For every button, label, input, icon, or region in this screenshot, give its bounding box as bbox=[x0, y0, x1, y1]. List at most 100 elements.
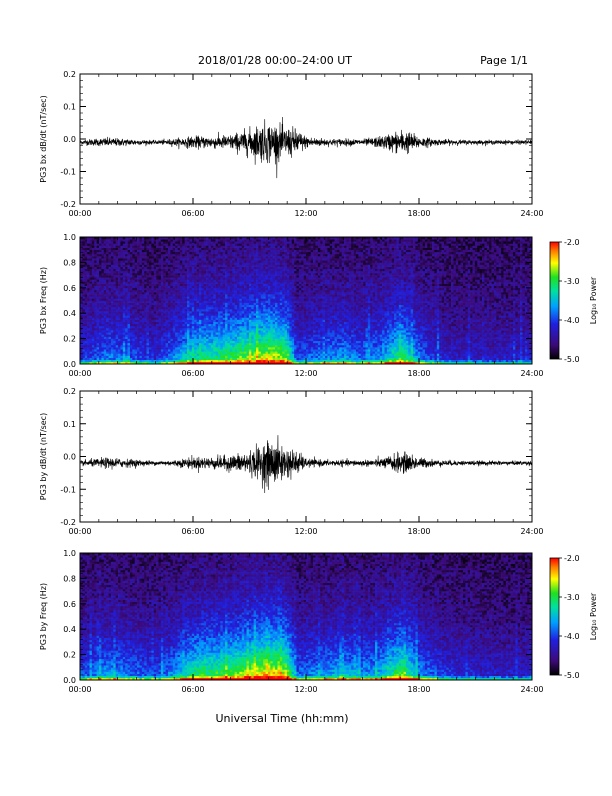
heatmap-cell bbox=[144, 328, 147, 330]
heatmap-cell bbox=[120, 286, 123, 288]
heatmap-cell bbox=[128, 307, 131, 309]
heatmap-cell bbox=[156, 341, 159, 343]
heatmap-cell bbox=[101, 343, 104, 345]
heatmap-cell bbox=[118, 324, 121, 326]
heatmap-cell bbox=[170, 307, 173, 309]
heatmap-cell bbox=[256, 322, 259, 324]
heatmap-cell bbox=[120, 296, 123, 298]
heatmap-cell bbox=[192, 317, 195, 319]
heatmap-cell bbox=[166, 296, 169, 298]
heatmap-cell bbox=[111, 351, 114, 353]
heatmap-cell bbox=[218, 273, 221, 275]
heatmap-cell bbox=[230, 330, 233, 332]
heatmap-cell bbox=[120, 239, 123, 241]
heatmap-cell bbox=[85, 334, 88, 336]
heatmap-cell bbox=[258, 301, 261, 303]
heatmap-cell bbox=[258, 267, 261, 269]
heatmap-cell bbox=[199, 332, 202, 334]
heatmap-cell bbox=[199, 315, 202, 317]
heatmap-cell bbox=[97, 243, 100, 245]
heatmap-cell bbox=[139, 269, 142, 271]
heatmap-cell bbox=[161, 353, 164, 355]
heatmap-cell bbox=[216, 288, 219, 290]
heatmap-cell bbox=[109, 298, 112, 300]
heatmap-cell bbox=[206, 279, 209, 281]
heatmap-cell bbox=[144, 250, 147, 252]
heatmap-cell bbox=[204, 311, 207, 313]
heatmap-cell bbox=[137, 265, 140, 267]
heatmap-cell bbox=[239, 279, 242, 281]
heatmap-cell bbox=[180, 241, 183, 243]
heatmap-cell bbox=[85, 284, 88, 286]
heatmap-cell bbox=[249, 284, 252, 286]
heatmap-cell bbox=[180, 313, 183, 315]
heatmap-cell bbox=[82, 330, 85, 332]
heatmap-cell bbox=[216, 339, 219, 341]
heatmap-cell bbox=[111, 347, 114, 349]
heatmap-cell bbox=[235, 360, 238, 362]
heatmap-cell bbox=[199, 326, 202, 328]
heatmap-cell bbox=[194, 360, 197, 362]
heatmap-cell bbox=[123, 330, 126, 332]
heatmap-cell bbox=[216, 277, 219, 279]
heatmap-cell bbox=[251, 262, 254, 264]
heatmap-cell bbox=[142, 353, 145, 355]
heatmap-cell bbox=[180, 239, 183, 241]
heatmap-cell bbox=[94, 273, 97, 275]
heatmap-cell bbox=[225, 256, 228, 258]
heatmap-cell bbox=[237, 269, 240, 271]
heatmap-cell bbox=[220, 334, 223, 336]
heatmap-cell bbox=[149, 343, 152, 345]
heatmap-cell bbox=[178, 328, 181, 330]
page-indicator: Page 1/1 bbox=[480, 54, 528, 67]
heatmap-cell bbox=[166, 322, 169, 324]
heatmap-cell bbox=[123, 349, 126, 351]
heatmap-cell bbox=[85, 303, 88, 305]
heatmap-cell bbox=[268, 311, 271, 313]
heatmap-cell bbox=[213, 296, 216, 298]
heatmap-cell bbox=[182, 311, 185, 313]
heatmap-cell bbox=[163, 349, 166, 351]
heatmap-cell bbox=[180, 262, 183, 264]
heatmap-cell bbox=[261, 258, 264, 260]
heatmap-cell bbox=[104, 281, 107, 283]
heatmap-cell bbox=[94, 309, 97, 311]
heatmap-cell bbox=[85, 292, 88, 294]
heatmap-cell bbox=[213, 248, 216, 250]
heatmap-cell bbox=[106, 360, 109, 362]
heatmap-cell bbox=[230, 267, 233, 269]
heatmap-cell bbox=[251, 288, 254, 290]
heatmap-cell bbox=[97, 341, 100, 343]
heatmap-cell bbox=[113, 330, 116, 332]
heatmap-cell bbox=[258, 271, 261, 273]
heatmap-cell bbox=[185, 252, 188, 254]
heatmap-cell bbox=[230, 292, 233, 294]
heatmap-cell bbox=[113, 349, 116, 351]
heatmap-cell bbox=[101, 322, 104, 324]
heatmap-cell bbox=[135, 286, 138, 288]
heatmap-cell bbox=[82, 349, 85, 351]
heatmap-cell bbox=[204, 248, 207, 250]
heatmap-cell bbox=[106, 326, 109, 328]
heatmap-cell bbox=[213, 281, 216, 283]
heatmap-cell bbox=[137, 241, 140, 243]
heatmap-cell bbox=[166, 349, 169, 351]
heatmap-cell bbox=[197, 294, 200, 296]
heatmap-cell bbox=[168, 275, 171, 277]
heatmap-cell bbox=[130, 267, 133, 269]
heatmap-cell bbox=[182, 273, 185, 275]
heatmap-cell bbox=[258, 322, 261, 324]
heatmap-cell bbox=[170, 252, 173, 254]
heatmap-cell bbox=[266, 265, 269, 267]
heatmap-cell bbox=[113, 290, 116, 292]
heatmap-cell bbox=[261, 334, 264, 336]
heatmap-cell bbox=[173, 256, 176, 258]
heatmap-cell bbox=[223, 320, 226, 322]
heatmap-cell bbox=[211, 260, 214, 262]
heatmap-cell bbox=[218, 324, 221, 326]
heatmap-cell bbox=[218, 343, 221, 345]
heatmap-cell bbox=[94, 313, 97, 315]
heatmap-cell bbox=[208, 336, 211, 338]
heatmap-cell bbox=[130, 332, 133, 334]
heatmap-cell bbox=[104, 296, 107, 298]
